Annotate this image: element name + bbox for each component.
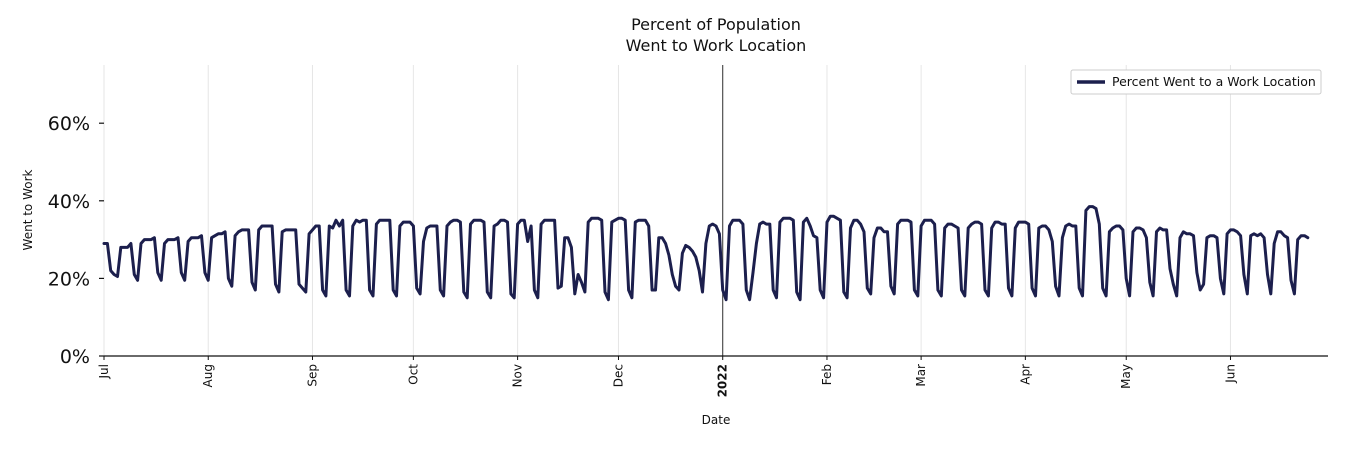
chart-title-line-2: Went to Work Location [626,36,807,55]
y-tick-label: 40% [48,191,90,213]
legend: Percent Went to a Work Location [1070,69,1322,95]
x-tick-label: Aug [201,364,215,387]
x-tick-label: Apr [1018,364,1032,385]
y-tick-label: 20% [48,268,90,290]
y-tick-label: 60% [48,113,90,135]
x-axis-label: Date [702,413,731,427]
x-tick-label: May [1119,364,1133,389]
y-axis-ticks: 0% 20% 40% 60% [48,113,104,368]
x-tick-label: Dec [611,364,625,387]
x-tick-label: Mar [914,364,928,387]
x-tick-label: Nov [511,364,525,387]
vertical-gridlines [103,65,1231,356]
chart-title-line-1: Percent of Population [631,15,801,34]
legend-box [1070,69,1322,95]
x-axis-ticks: Jul Aug Sep Oct Nov Dec 2022 Feb Mar Apr May Jun [97,356,1237,397]
x-tick-label: Sep [305,364,319,387]
x-tick-label: 2022 [716,364,730,397]
x-tick-label: Oct [406,364,420,385]
y-tick-label: 0% [60,346,90,368]
series-line [102,205,1310,302]
series-layer [102,205,1310,302]
x-tick-label: Feb [820,364,834,385]
x-tick-label: Jun [1223,364,1237,384]
y-axis-label: Went to Work [21,169,35,250]
legend-entry-label: Percent Went to a Work Location [1112,74,1316,89]
x-tick-label: Jul [97,364,111,379]
